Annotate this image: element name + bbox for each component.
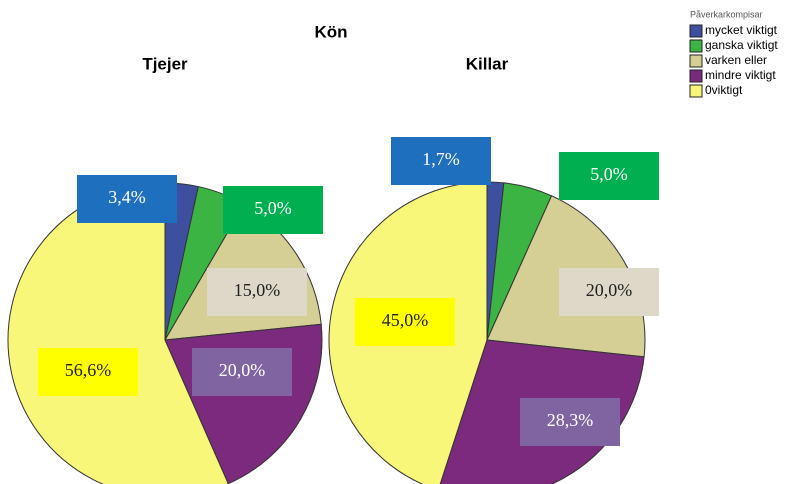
label-box — [559, 268, 659, 316]
pie-title: Tjejer — [142, 54, 188, 73]
legend-swatch — [689, 69, 703, 83]
legend-label: varken eller — [705, 53, 767, 67]
data-label: 5,0% — [590, 164, 628, 184]
legend-label: mycket viktigt — [705, 23, 778, 37]
data-label: 1,7% — [422, 149, 460, 169]
label-box — [559, 152, 659, 200]
label-box — [192, 348, 292, 396]
label-box — [355, 298, 455, 346]
pie-title: Killar — [466, 54, 509, 73]
legend-label: 0viktigt — [705, 83, 743, 97]
label-box — [77, 175, 177, 223]
legend-swatch — [689, 54, 703, 68]
label-box — [223, 186, 323, 234]
data-label: 20,0% — [586, 280, 633, 300]
legend-swatch — [689, 39, 703, 53]
legend-label: mindre viktigt — [705, 68, 776, 82]
data-label: 15,0% — [234, 280, 281, 300]
label-box — [520, 398, 620, 446]
data-label: 56,6% — [65, 360, 112, 380]
label-box — [207, 268, 307, 316]
legend-title: Påverkarkompisar — [690, 9, 763, 19]
legend-swatch — [689, 24, 703, 38]
data-label: 5,0% — [254, 198, 292, 218]
label-box — [38, 348, 138, 396]
legend-label: ganska viktigt — [705, 38, 778, 52]
chart-title: Kön — [314, 22, 347, 41]
label-box — [391, 137, 491, 185]
data-label: 20,0% — [219, 360, 266, 380]
legend-swatch — [689, 84, 703, 98]
data-label: 3,4% — [108, 187, 146, 207]
data-label: 45,0% — [382, 310, 429, 330]
data-label: 28,3% — [547, 410, 594, 430]
